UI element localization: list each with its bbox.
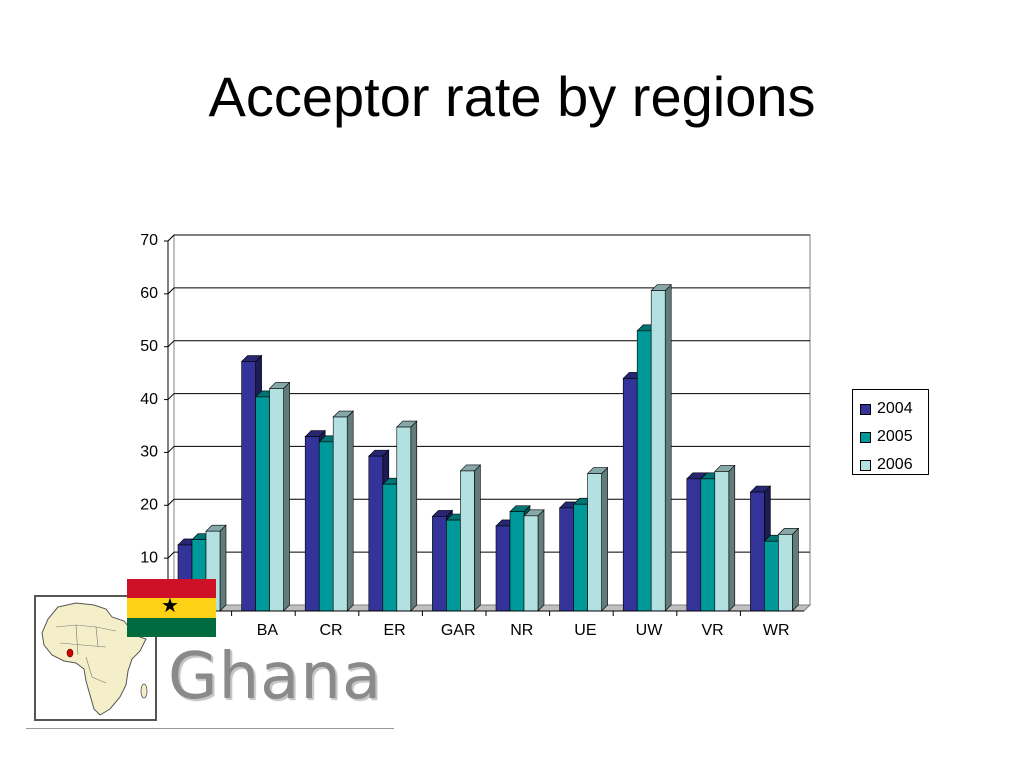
gridline-wall bbox=[167, 551, 175, 559]
y-tick-label: 10 bbox=[140, 549, 158, 566]
legend-swatch-2006 bbox=[860, 459, 871, 471]
y-tick-label: 40 bbox=[140, 391, 158, 408]
bar-UE-2006 bbox=[586, 466, 609, 612]
legend-item-2004: 2004 bbox=[860, 395, 928, 423]
x-tick-label-GAR: GAR bbox=[441, 622, 476, 639]
x-tick-label-ER: ER bbox=[383, 622, 405, 639]
gridline-wall bbox=[167, 287, 175, 295]
chart-legend: 2004 2005 2006 bbox=[852, 389, 929, 475]
bar-UW-2006 bbox=[650, 283, 672, 612]
x-tick-label-VR: VR bbox=[701, 622, 723, 639]
flag-stripe-yellow bbox=[127, 598, 216, 618]
y-tick-label: 70 bbox=[140, 232, 158, 249]
bar-BA-2006 bbox=[268, 381, 291, 612]
bar-CR-2006 bbox=[332, 410, 354, 612]
x-tick-label-WR: WR bbox=[763, 622, 790, 639]
gridline-wall bbox=[167, 340, 175, 348]
bar-VR-2006 bbox=[714, 464, 736, 612]
gridline-wall bbox=[167, 498, 175, 506]
x-tick-label-BA: BA bbox=[257, 622, 279, 639]
x-tick-label-UW: UW bbox=[636, 622, 664, 639]
x-tick-label-UE: UE bbox=[574, 622, 596, 639]
bar-NR-2006 bbox=[523, 509, 545, 612]
ghana-wordmark: Ghana bbox=[168, 640, 383, 714]
x-tick-label-CR: CR bbox=[319, 622, 342, 639]
bar-GAR-2006 bbox=[459, 464, 482, 612]
bar-WR-2006 bbox=[777, 527, 800, 612]
legend-label-2004: 2004 bbox=[877, 400, 913, 417]
gridline-wall bbox=[167, 446, 175, 453]
ghana-flag: ★ bbox=[127, 579, 216, 637]
x-tick-label-NR: NR bbox=[510, 622, 533, 639]
legend-item-2005: 2005 bbox=[860, 423, 928, 451]
logo-underline bbox=[26, 728, 394, 729]
y-tick-label: 20 bbox=[140, 497, 158, 514]
legend-label-2006: 2006 bbox=[877, 456, 913, 473]
flag-stripe-red bbox=[127, 579, 216, 599]
gridline-wall bbox=[167, 234, 175, 242]
legend-item-2006: 2006 bbox=[860, 451, 928, 479]
legend-label-2005: 2005 bbox=[877, 428, 913, 445]
y-tick-label: 60 bbox=[140, 285, 158, 302]
y-tick-label: 30 bbox=[140, 444, 158, 461]
africa-map-icon bbox=[41, 602, 148, 716]
slide-title: Acceptor rate by regions bbox=[208, 65, 816, 128]
ghana-marker bbox=[66, 648, 74, 658]
bar-ER-2006 bbox=[396, 420, 418, 612]
legend-swatch-2004 bbox=[860, 403, 871, 415]
flag-star-icon: ★ bbox=[161, 595, 179, 617]
y-tick-label: 50 bbox=[140, 338, 158, 355]
gridline-wall bbox=[167, 393, 175, 400]
legend-swatch-2005 bbox=[860, 431, 871, 443]
africa-map-inset bbox=[34, 595, 157, 721]
flag-stripe-green bbox=[127, 617, 216, 637]
